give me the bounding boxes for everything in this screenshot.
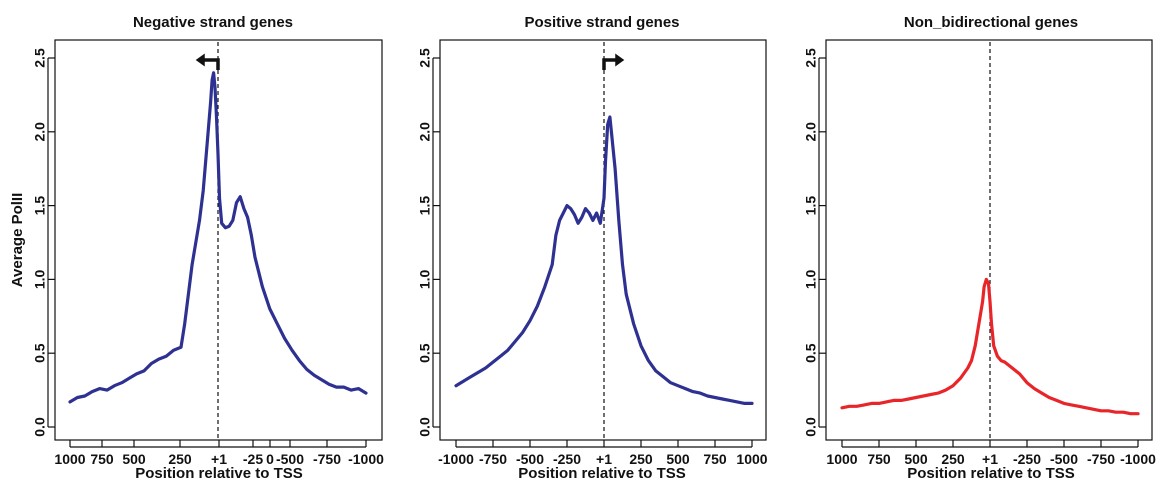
y-tick-label: 2.5: [417, 48, 433, 68]
x-axis-label: Position relative to TSS: [518, 465, 686, 482]
x-tick-label: 750: [703, 451, 727, 467]
chart-title: Non_bidirectional genes: [904, 14, 1078, 31]
x-tick-label: +1: [982, 451, 998, 467]
y-tick-label: 2.0: [32, 122, 48, 142]
y-tick-label: 2.5: [32, 48, 48, 68]
x-tick-label: 1000: [54, 451, 85, 467]
x-tick-label: -250: [1013, 451, 1041, 467]
y-tick-label: 1.0: [417, 269, 433, 289]
x-tick-label: 750: [867, 451, 891, 467]
x-tick-label: -25: [243, 451, 263, 467]
x-axis-label: Position relative to TSS: [135, 465, 303, 482]
x-tick-label: 500: [122, 451, 146, 467]
chart-title: Positive strand genes: [524, 14, 679, 31]
plot-frame: [439, 39, 767, 441]
x-tick-label: 500: [904, 451, 928, 467]
y-tick-label: 1.5: [803, 196, 819, 216]
x-tick-label: +1: [596, 451, 612, 467]
y-tick-label: 0.5: [417, 343, 433, 363]
chart-panel-3: Non_bidirectional genes 0.0 0.5 1.0 1.5 2.0 2.…: [803, 14, 1156, 482]
x-tick-label: 250: [168, 451, 192, 467]
x-tick-label: 1000: [826, 451, 857, 467]
x-tick-label: -250: [553, 451, 581, 467]
x-axis-label: Position relative to TSS: [907, 465, 1075, 482]
y-axis-label: Average PolII: [9, 193, 26, 287]
y-tick-label: 2.5: [803, 48, 819, 68]
tss-arrowhead-icon: [615, 53, 625, 67]
x-tick-label: -1000: [438, 451, 474, 467]
y-tick-label: 0.0: [803, 417, 819, 437]
chart-title: Negative strand genes: [133, 14, 293, 31]
y-tick-label: 1.0: [32, 269, 48, 289]
x-tick-label: -1000: [1120, 451, 1156, 467]
tss-arrowhead-icon: [195, 53, 205, 67]
x-tick-label: 0: [266, 451, 274, 467]
y-tick-label: 2.0: [417, 122, 433, 142]
tss-arrow-left-icon: [204, 58, 220, 70]
x-tick-label: -500: [276, 451, 304, 467]
x-tick-label: 1000: [736, 451, 767, 467]
y-tick-label: 0.0: [417, 417, 433, 437]
x-tick-label: -750: [313, 451, 341, 467]
y-tick-label: 0.0: [32, 417, 48, 437]
x-tick-label: 250: [941, 451, 965, 467]
y-tick-label: 1.5: [417, 196, 433, 216]
x-tick-label: +1: [211, 451, 227, 467]
chart-panel-1: Negative strand genes 0.0 0.5 1.0 1.5 2.0 2.5 A…: [9, 14, 384, 482]
tss-arrow-right-icon: [602, 58, 616, 70]
x-tick-label: -500: [516, 451, 544, 467]
series-line: [68, 71, 368, 404]
x-tick-label: 500: [666, 451, 690, 467]
x-tick-label: 750: [90, 451, 114, 467]
series-line: [840, 277, 1140, 416]
chart-panel-2: Positive strand genes 0.0 0.5 1.0 1.5 2.0 2.5 -…: [417, 14, 768, 482]
x-tick-label: -750: [479, 451, 507, 467]
plot-frame: [825, 39, 1153, 441]
series-line: [454, 115, 754, 405]
x-tick-label: -500: [1050, 451, 1078, 467]
y-tick-label: 1.5: [32, 196, 48, 216]
y-tick-label: 2.0: [803, 122, 819, 142]
y-tick-label: 1.0: [803, 269, 819, 289]
x-tick-label: -750: [1087, 451, 1115, 467]
x-tick-label: -1000: [348, 451, 384, 467]
x-tick-label: 250: [629, 451, 653, 467]
y-tick-label: 0.5: [803, 343, 819, 363]
y-tick-label: 0.5: [32, 343, 48, 363]
